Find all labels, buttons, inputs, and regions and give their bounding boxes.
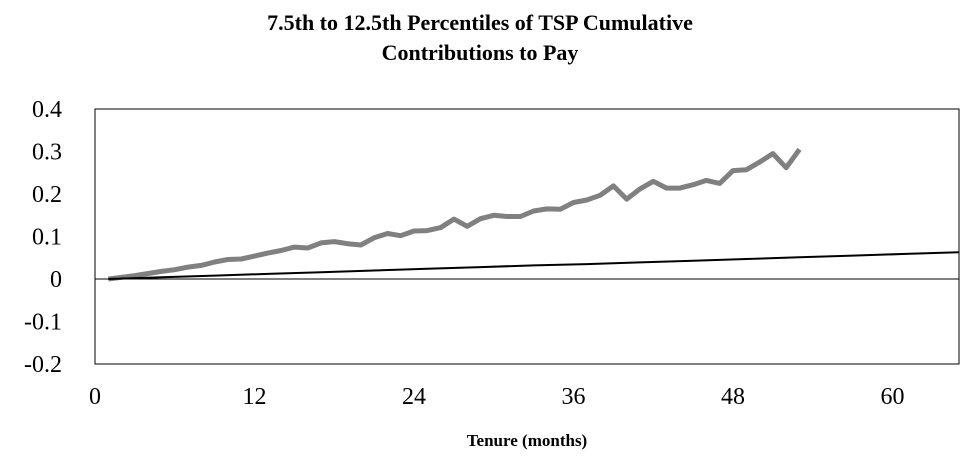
chart-title: Contributions to Pay — [382, 40, 579, 65]
x-tick-label: 60 — [881, 384, 905, 410]
y-tick-label: 0 — [50, 267, 62, 293]
chart-title: 7.5th to 12.5th Percentiles of TSP Cumul… — [267, 10, 693, 35]
y-tick-label: 0.4 — [32, 97, 62, 123]
y-tick-label: -0.1 — [24, 310, 62, 336]
y-tick-label: 0.1 — [32, 225, 62, 251]
y-tick-label: 0.2 — [32, 182, 62, 208]
y-tick-label: 0.3 — [32, 140, 62, 166]
plot-frame — [94, 108, 960, 365]
x-axis-title: Tenure (months) — [467, 431, 587, 450]
x-tick-label: 24 — [402, 384, 426, 410]
x-tick-label: 0 — [89, 384, 101, 410]
x-tick-label: 12 — [243, 384, 267, 410]
series-line — [107, 147, 802, 282]
x-tick-label: 36 — [562, 384, 586, 410]
series-line — [108, 251, 960, 280]
x-tick-label: 48 — [721, 384, 745, 410]
y-tick-label: -0.2 — [24, 352, 62, 378]
